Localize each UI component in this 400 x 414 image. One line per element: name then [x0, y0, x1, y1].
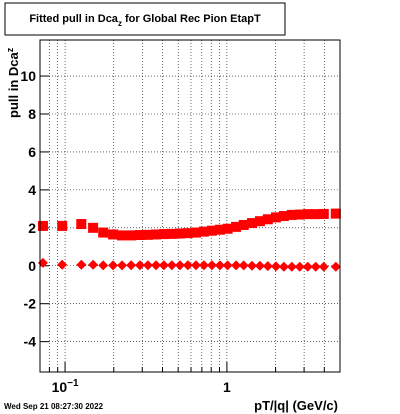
y-tick-label: 2 — [28, 220, 36, 236]
marker — [270, 212, 281, 223]
marker — [108, 229, 119, 240]
marker — [151, 260, 162, 271]
marker — [254, 260, 265, 271]
marker — [222, 260, 233, 271]
x-tick-exponent: −1 — [67, 378, 79, 389]
marker — [174, 228, 185, 239]
marker — [247, 218, 258, 229]
marker — [76, 219, 87, 230]
y-label-main: pull in Dca — [6, 52, 21, 119]
marker — [117, 260, 128, 271]
timestamp: Wed Sep 21 08:27:30 2022 — [4, 402, 104, 411]
marker — [238, 260, 249, 271]
marker — [231, 221, 242, 232]
y-tick-label: -2 — [24, 296, 37, 312]
y-tick-label: 10 — [20, 68, 36, 84]
marker — [142, 229, 153, 240]
x-tick-base: 1 — [223, 379, 231, 395]
marker — [206, 225, 217, 236]
y-label-subscript: z — [5, 47, 15, 52]
chart-title: Fitted pull in Dcaz for Global Rec Pion … — [29, 13, 261, 28]
marker — [190, 227, 201, 238]
title-rest: for Global Rec Pion EtapT — [122, 13, 261, 25]
marker — [310, 261, 321, 272]
marker — [286, 261, 297, 272]
title-main: Fitted pull in Dca — [29, 13, 118, 25]
y-axis-label: pull in Dcaz — [5, 47, 21, 118]
marker — [302, 261, 313, 272]
title-subscript: z — [118, 19, 122, 28]
x-tick-label: 1 — [223, 379, 231, 395]
marker — [231, 260, 242, 271]
marker — [158, 229, 169, 240]
marker — [98, 227, 109, 238]
marker — [57, 259, 68, 270]
marker — [318, 208, 329, 219]
marker — [294, 209, 305, 220]
title-box — [4, 2, 286, 36]
marker — [182, 260, 193, 271]
marker — [198, 260, 209, 271]
marker — [214, 260, 225, 271]
y-tick-label: 6 — [28, 144, 36, 160]
marker — [158, 260, 169, 271]
y-tick-label: 0 — [28, 258, 36, 274]
marker — [286, 209, 297, 220]
marker — [278, 211, 289, 222]
marker — [330, 261, 341, 272]
marker — [88, 222, 99, 233]
marker — [108, 260, 119, 271]
marker — [88, 259, 99, 270]
marker — [302, 209, 313, 220]
x-tick-base: 10 — [52, 379, 68, 395]
marker — [151, 229, 162, 240]
marker — [117, 230, 128, 241]
marker — [166, 260, 177, 271]
x-tick-label: 10−1 — [52, 378, 79, 395]
marker — [270, 261, 281, 272]
marker — [98, 260, 109, 271]
marker — [330, 208, 341, 219]
marker — [166, 228, 177, 239]
y-tick-label: 8 — [28, 106, 36, 122]
marker — [134, 230, 145, 241]
marker — [262, 214, 273, 225]
marker — [198, 226, 209, 237]
marker — [76, 259, 87, 270]
marker — [142, 260, 153, 271]
x-axis-label: pT/|q| (GeV/c) — [254, 398, 338, 413]
marker — [294, 261, 305, 272]
marker — [214, 224, 225, 235]
marker — [126, 230, 137, 241]
marker — [318, 261, 329, 272]
marker — [126, 260, 137, 271]
marker — [37, 220, 48, 231]
marker — [206, 260, 217, 271]
marker — [310, 209, 321, 220]
marker — [174, 260, 185, 271]
frame — [39, 39, 341, 373]
y-tick-label: 4 — [28, 182, 36, 198]
marker — [182, 228, 193, 239]
marker — [57, 220, 68, 231]
marker — [238, 219, 249, 230]
marker — [134, 260, 145, 271]
marker — [278, 261, 289, 272]
y-tick-label: -4 — [24, 334, 37, 350]
marker — [254, 216, 265, 227]
marker — [262, 261, 273, 272]
marker — [222, 223, 233, 234]
marker — [247, 260, 258, 271]
marker — [190, 260, 201, 271]
